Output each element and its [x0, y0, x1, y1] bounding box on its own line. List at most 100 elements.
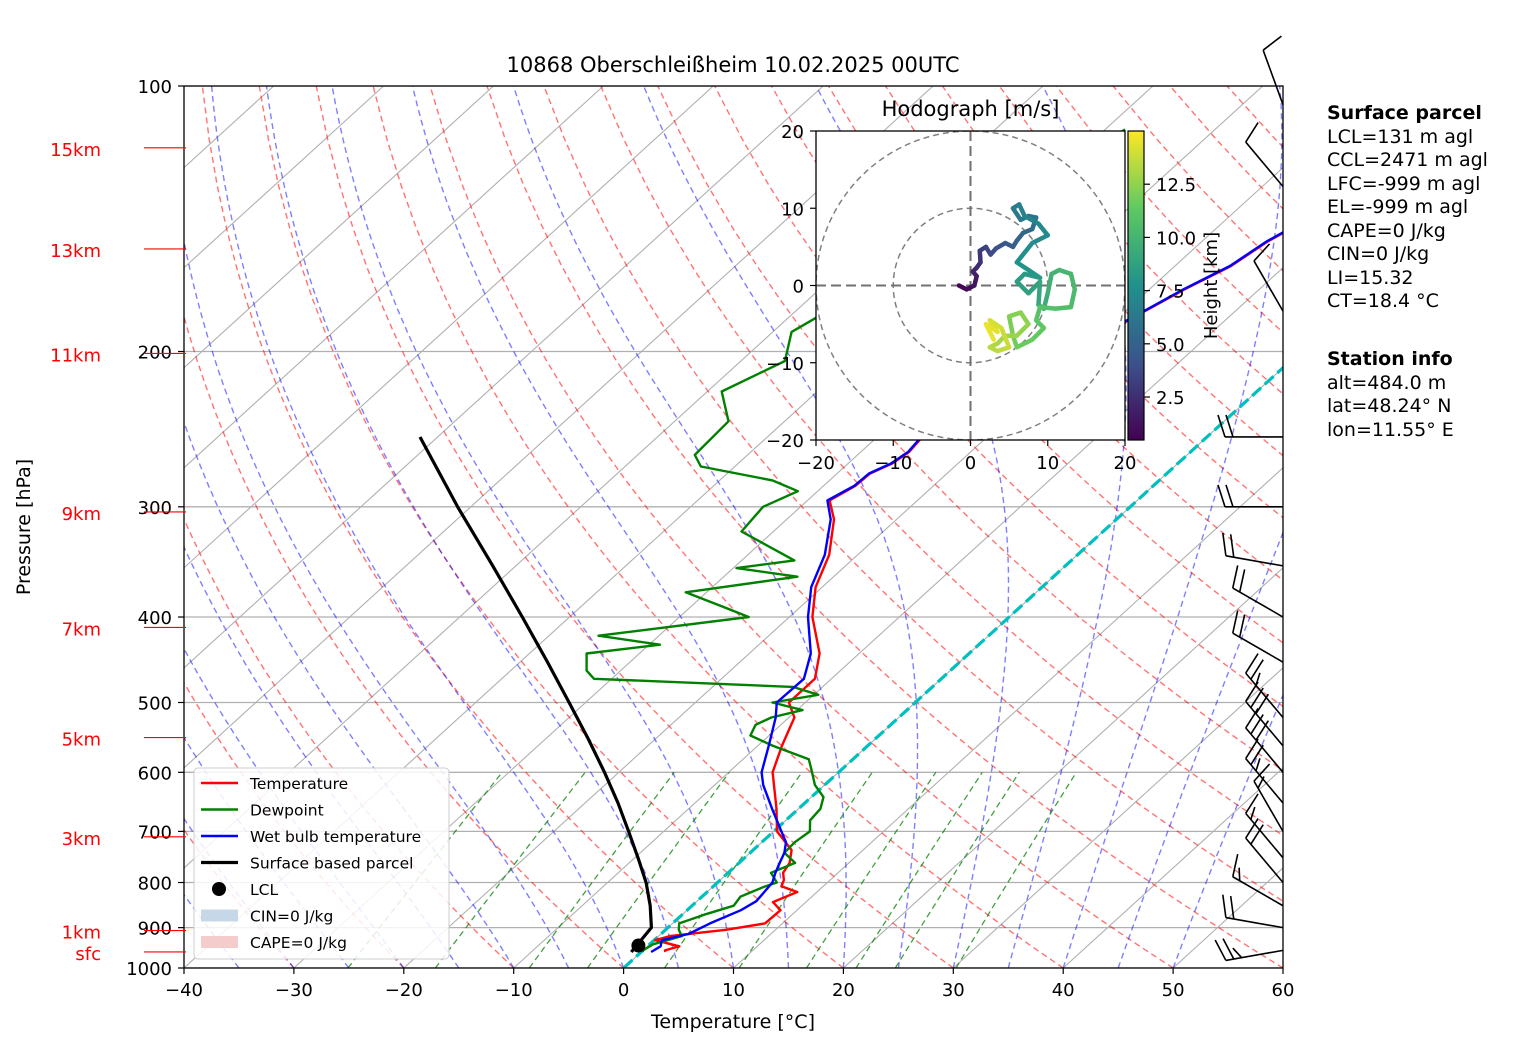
legend: Temperature Dewpoint Wet bulb temperature S… [193, 767, 450, 960]
wind-barb [1245, 122, 1284, 188]
moist-adiabat [210, 86, 625, 968]
moist-adiabat [184, 736, 350, 968]
surface-parcel-line: LFC=-999 m agl [1327, 172, 1481, 195]
y-tick-label: 1000 [126, 959, 172, 980]
hodograph-segment [1045, 271, 1054, 296]
colorbar [1127, 130, 1145, 441]
moist-adiabat [411, 86, 790, 968]
dry-adiabat [372, 86, 1064, 968]
hodograph-x-tick-label: −10 [874, 453, 912, 474]
hodograph-x-tick-label: 20 [1114, 453, 1137, 474]
moist-adiabat [184, 545, 460, 968]
isotherm [733, 467, 1283, 968]
hodograph-segment [1053, 304, 1074, 311]
x-tick-label: −20 [385, 980, 423, 1001]
y-tick-label: 500 [138, 693, 172, 714]
x-axis-label: Temperature [°C] [650, 1011, 815, 1033]
data-lines [418, 128, 1283, 968]
wind-barb [1231, 610, 1284, 663]
wind-barb [1253, 243, 1284, 312]
moist-adiabat [265, 86, 680, 968]
legend-swatch [201, 936, 238, 948]
dry-adiabat [429, 86, 1174, 968]
surface-parcel-line: CIN=0 J/kg [1327, 243, 1430, 265]
wind-barb [1214, 938, 1284, 962]
hodograph-segment [1037, 304, 1058, 311]
wind-barb [1262, 35, 1284, 105]
station-info-line: lat=48.24° N [1327, 395, 1452, 417]
chart-title: 10868 Oberschleißheim 10.02.2025 00UTC [507, 53, 960, 77]
dry-adiabat [543, 86, 1283, 902]
hodograph-segment [1010, 206, 1023, 223]
hodograph-segment [1036, 221, 1050, 238]
mixing-ratio-line [855, 771, 983, 968]
height-label: 15km [50, 140, 101, 161]
wind-barb [1245, 681, 1284, 747]
surface-based-parcel-line [418, 436, 654, 954]
wind-barbs [1214, 35, 1284, 962]
x-tick-label: 20 [832, 980, 855, 1001]
hodograph-segment [1006, 314, 1016, 338]
mixing-ratio-line [955, 771, 1077, 968]
legend-label: CAPE=0 J/kg [250, 934, 347, 952]
hodograph-segment [1014, 260, 1031, 273]
hodograph-x-tick-label: −20 [797, 453, 835, 474]
station-info-header: Station info [1327, 348, 1453, 370]
isotherm [184, 86, 384, 269]
height-label: 13km [50, 241, 101, 262]
y-tick-label: 100 [138, 77, 172, 98]
hodograph-y-tick-label: 10 [781, 199, 804, 220]
moist-adiabat [643, 86, 919, 968]
colorbar-tick-label: 7.5 [1156, 282, 1185, 303]
surface-parcel-header: Surface parcel [1327, 102, 1482, 124]
isotherm [1062, 767, 1283, 968]
x-tick-label: 40 [1052, 980, 1075, 1001]
hodograph-segment [1033, 304, 1043, 323]
freezing-level-line [622, 365, 1283, 968]
hodograph-y-tick-label: 0 [793, 277, 804, 298]
surface-parcel-line: EL=-999 m agl [1327, 196, 1469, 218]
hodograph-x-tick-label: 0 [965, 453, 976, 474]
wind-barb [1231, 565, 1284, 618]
surface-parcel-line: CCL=2471 m agl [1327, 149, 1488, 171]
moist-adiabat [1062, 86, 1283, 968]
surface-parcel-line: LCL=131 m agl [1327, 125, 1474, 148]
legend-label: Wet bulb temperature [250, 828, 421, 846]
station-info-line: alt=484.0 m [1327, 371, 1447, 394]
legend-label: LCL [250, 881, 278, 899]
dry-adiabat [315, 86, 954, 968]
height-label: 1km [62, 923, 101, 944]
wind-barb [1217, 484, 1283, 508]
mixing-ratio-line [528, 771, 675, 968]
hodograph-segment [1030, 233, 1050, 246]
hodograph: Hodograph [m/s] −20−20 −10 −10 0 0 10 10 20 20 2.5… [766, 97, 1222, 474]
surface-parcel-line: LI=15.32 [1327, 266, 1414, 289]
hodograph-segment [1014, 240, 1035, 265]
surface-parcel-info: Surface parcel LCL=131 m agl CCL=2471 m … [1327, 102, 1488, 314]
isotherm [843, 567, 1283, 968]
hodograph-segment [1068, 271, 1078, 292]
hodograph-segment [1018, 310, 1031, 327]
wind-barb [1245, 793, 1284, 859]
hodograph-segment [1036, 279, 1043, 308]
isotherm [184, 86, 494, 369]
mixing-ratio-line [434, 771, 586, 968]
hodograph-segment [983, 321, 996, 342]
wind-barb [1245, 738, 1284, 804]
hodograph-segment [1022, 271, 1043, 281]
isotherm [184, 86, 714, 569]
y-axis-label: Pressure [hPa] [13, 459, 35, 595]
surface-parcel-line: CT=18.4 °C [1327, 290, 1439, 312]
y-tick-label: 800 [138, 874, 172, 895]
x-tick-label: 30 [942, 980, 965, 1001]
y-tick-label: 700 [138, 822, 172, 843]
mixing-ratio-line [586, 771, 730, 968]
x-tick-label: −10 [495, 980, 533, 1001]
legend-label: Temperature [249, 775, 348, 793]
hodograph-y-tick-label: −20 [766, 431, 804, 452]
colorbar-tick-label: 10.0 [1156, 228, 1196, 249]
hodograph-segment [1068, 287, 1078, 310]
colorbar-tick-label: 5.0 [1156, 335, 1185, 356]
wind-barb [1231, 854, 1284, 907]
